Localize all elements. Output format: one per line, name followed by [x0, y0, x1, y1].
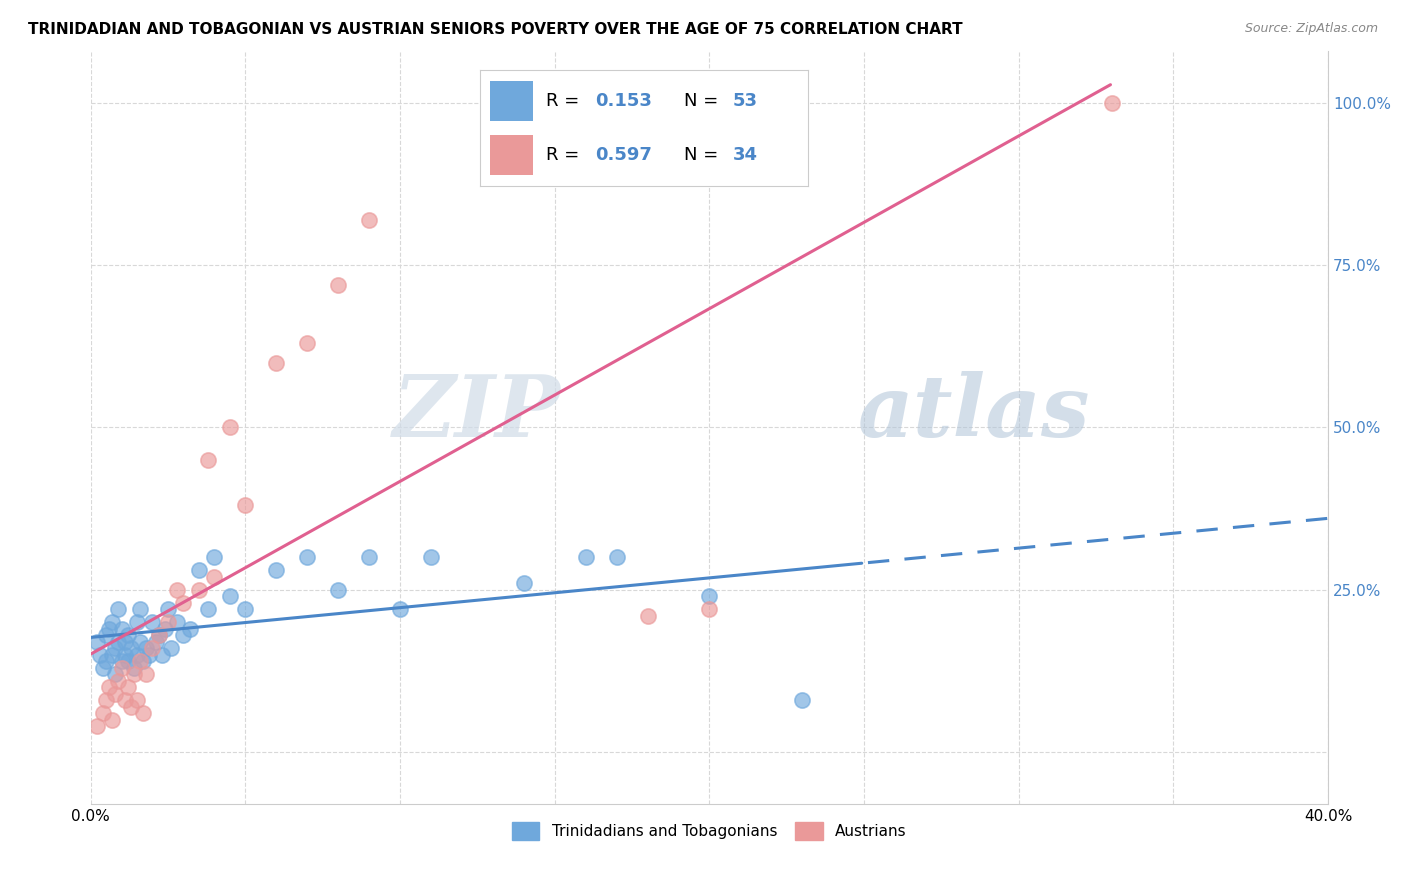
- Point: [233, 602, 256, 616]
- Point: [141, 615, 163, 630]
- Point: [125, 648, 148, 662]
- Point: [141, 641, 163, 656]
- Point: [153, 622, 176, 636]
- Point: [129, 654, 152, 668]
- Point: [172, 628, 194, 642]
- Point: [295, 336, 318, 351]
- Point: [218, 590, 240, 604]
- Point: [91, 706, 114, 721]
- Point: [110, 622, 132, 636]
- Text: ZIP: ZIP: [394, 371, 561, 454]
- Point: [156, 615, 179, 630]
- Point: [202, 570, 225, 584]
- Point: [295, 550, 318, 565]
- Point: [606, 550, 628, 565]
- Point: [104, 641, 127, 656]
- Point: [117, 628, 139, 642]
- Point: [135, 641, 157, 656]
- Point: [575, 550, 598, 565]
- Point: [94, 628, 117, 642]
- Point: [197, 453, 219, 467]
- Point: [104, 667, 127, 681]
- Point: [101, 648, 124, 662]
- Point: [107, 602, 129, 616]
- Point: [125, 615, 148, 630]
- Point: [187, 582, 209, 597]
- Point: [101, 615, 124, 630]
- Point: [110, 661, 132, 675]
- Point: [264, 355, 287, 369]
- Point: [179, 622, 201, 636]
- Point: [86, 635, 108, 649]
- Point: [419, 550, 441, 565]
- Point: [120, 641, 142, 656]
- Point: [172, 596, 194, 610]
- Point: [132, 706, 155, 721]
- Point: [357, 550, 380, 565]
- Text: atlas: atlas: [858, 371, 1091, 454]
- Point: [98, 622, 121, 636]
- Point: [120, 699, 142, 714]
- Point: [122, 667, 145, 681]
- Point: [357, 212, 380, 227]
- Point: [187, 563, 209, 577]
- Point: [86, 719, 108, 733]
- Point: [792, 693, 814, 707]
- Point: [150, 648, 173, 662]
- Point: [482, 95, 505, 110]
- Point: [138, 648, 160, 662]
- Point: [132, 654, 155, 668]
- Point: [98, 681, 121, 695]
- Point: [148, 628, 170, 642]
- Point: [264, 563, 287, 577]
- Point: [117, 681, 139, 695]
- Point: [114, 635, 136, 649]
- Point: [89, 648, 111, 662]
- Point: [326, 582, 349, 597]
- Point: [107, 673, 129, 688]
- Point: [166, 582, 188, 597]
- Point: [197, 602, 219, 616]
- Point: [104, 687, 127, 701]
- Point: [160, 641, 183, 656]
- Point: [129, 635, 152, 649]
- Point: [122, 661, 145, 675]
- Point: [91, 661, 114, 675]
- Point: [129, 602, 152, 616]
- Point: [326, 277, 349, 292]
- Point: [114, 693, 136, 707]
- Point: [114, 648, 136, 662]
- Point: [101, 713, 124, 727]
- Point: [94, 654, 117, 668]
- Point: [166, 615, 188, 630]
- Point: [148, 628, 170, 642]
- Point: [156, 602, 179, 616]
- Point: [202, 550, 225, 565]
- Point: [107, 635, 129, 649]
- Point: [94, 693, 117, 707]
- Point: [110, 654, 132, 668]
- Text: Source: ZipAtlas.com: Source: ZipAtlas.com: [1244, 22, 1378, 36]
- Point: [117, 654, 139, 668]
- Point: [1101, 95, 1123, 110]
- Point: [233, 499, 256, 513]
- Point: [145, 635, 167, 649]
- Point: [699, 590, 721, 604]
- Point: [135, 667, 157, 681]
- Legend: Trinidadians and Tobagonians, Austrians: Trinidadians and Tobagonians, Austrians: [506, 816, 912, 846]
- Point: [513, 576, 536, 591]
- Text: TRINIDADIAN AND TOBAGONIAN VS AUSTRIAN SENIORS POVERTY OVER THE AGE OF 75 CORREL: TRINIDADIAN AND TOBAGONIAN VS AUSTRIAN S…: [28, 22, 963, 37]
- Point: [218, 420, 240, 434]
- Point: [388, 602, 411, 616]
- Point: [637, 608, 659, 623]
- Point: [699, 602, 721, 616]
- Point: [125, 693, 148, 707]
